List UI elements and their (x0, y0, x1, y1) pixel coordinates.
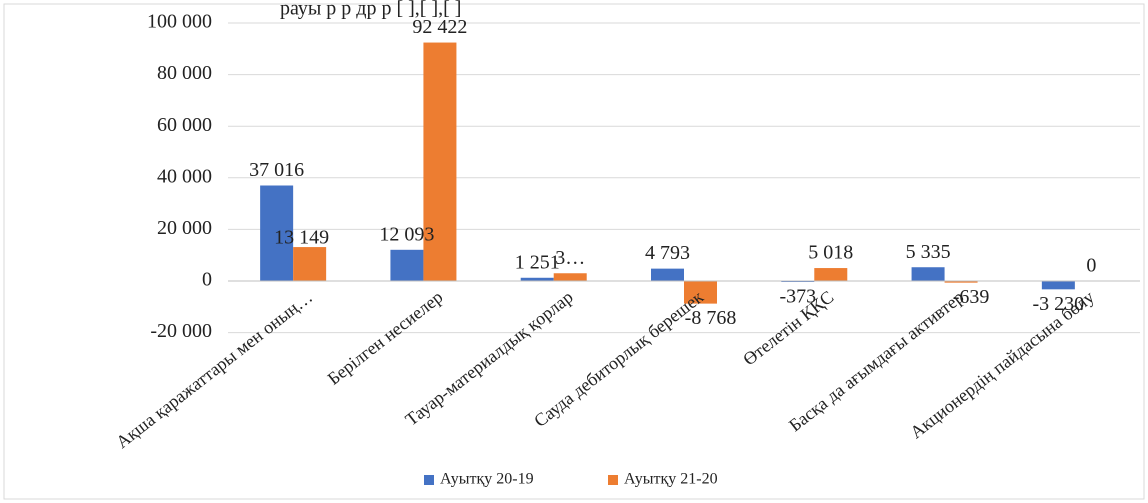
legend: Ауытқу 20-19 Ауытқу 21-20 (424, 471, 718, 488)
legend-label: Ауытқу 21-20 (624, 471, 718, 488)
bar (814, 268, 848, 281)
data-label: -3 230 (1033, 293, 1085, 315)
y-tick-label: 0 (202, 269, 212, 291)
data-label: 5 018 (808, 242, 853, 264)
bar (651, 268, 684, 281)
data-label: 5 335 (906, 241, 951, 263)
data-label: 1 251 (515, 251, 560, 273)
bar (684, 281, 717, 304)
bar (553, 273, 587, 281)
bar (1041, 281, 1075, 290)
data-label: 4 793 (645, 242, 690, 264)
category-labels: Ақша қаражаттары мен оның… Берілген несие… (112, 286, 1098, 452)
y-tick-label: 100 000 (147, 11, 212, 33)
data-label: 13 149 (274, 227, 329, 249)
y-tick-label: 60 000 (157, 114, 212, 136)
legend-label: Ауытқу 20-19 (440, 471, 534, 488)
data-label: -8 768 (685, 307, 737, 329)
bar (390, 249, 424, 281)
bars (260, 42, 1075, 304)
legend-swatch (608, 475, 618, 485)
bar (423, 42, 457, 281)
bar (944, 281, 978, 283)
bar (293, 247, 327, 281)
bar (260, 185, 294, 281)
data-label: 3… (555, 247, 585, 269)
bar (520, 277, 554, 281)
data-label: 12 093 (379, 223, 434, 245)
category-label: Берілген несиелер (324, 287, 447, 389)
y-axis-ticks: -20 000 0 20 000 40 000 60 000 80 000 100 000 (147, 11, 212, 343)
data-label: -373 (779, 286, 816, 308)
legend-swatch (424, 475, 434, 485)
chart-title: рауы р р др р [ ],[ ],[ ] (280, 0, 461, 20)
y-tick-label: 20 000 (157, 217, 212, 239)
data-label: 0 (1086, 255, 1096, 277)
y-tick-label: 80 000 (157, 62, 212, 84)
data-label: -639 (953, 286, 990, 308)
y-tick-label: -20 000 (150, 320, 212, 342)
data-labels: 37 016 12 093 1 251 4 793 -373 5 335 -3 230 13 … (249, 16, 1096, 329)
bar (911, 267, 945, 281)
data-label: 37 016 (249, 159, 304, 181)
y-tick-label: 40 000 (157, 165, 212, 187)
grid-layer (228, 22, 1140, 334)
data-label: 92 422 (412, 16, 467, 38)
category-label: Ақша қаражаттары мен оның… (112, 287, 316, 452)
chart-frame (3, 3, 1145, 500)
